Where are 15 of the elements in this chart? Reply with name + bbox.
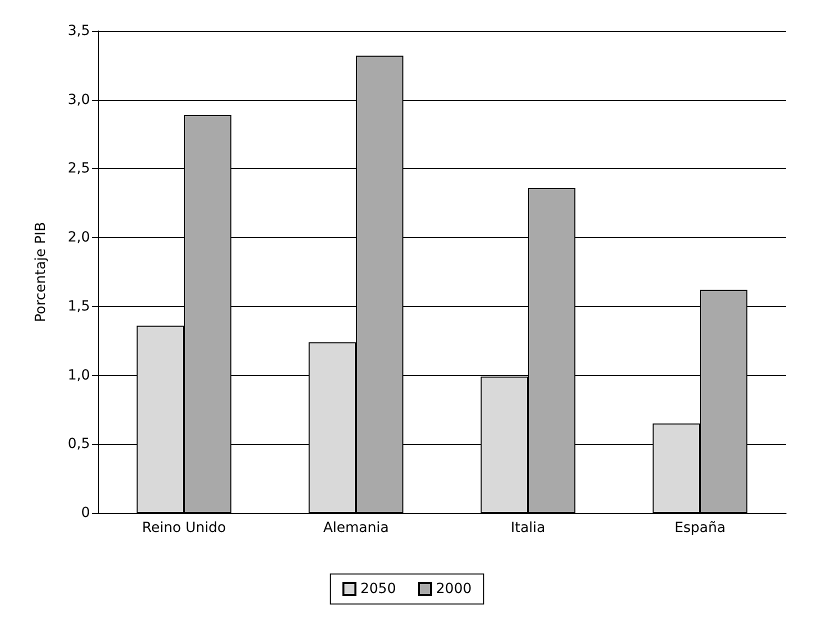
x-tick-label: Italia — [510, 520, 546, 536]
x-tick-label: España — [674, 520, 726, 536]
y-tick-label: 1,0 — [68, 367, 90, 384]
y-tick-label: 1,5 — [68, 298, 90, 314]
legend-label: 2050 — [360, 581, 396, 597]
y-axis-title: Porcentaje PIB — [33, 222, 49, 322]
legend-label: 2000 — [436, 581, 472, 597]
x-tick-label: Alemania — [323, 520, 389, 536]
x-tick-label: Reino Unido — [142, 520, 226, 536]
y-tick-label: 0,5 — [68, 436, 90, 452]
y-tick-label: 0 — [81, 505, 90, 521]
y-tick-label: 3,0 — [68, 92, 90, 108]
y-tick-label: 2,0 — [68, 230, 90, 246]
y-tick-label: 2,5 — [68, 160, 90, 177]
y-tick-label: 3,5 — [68, 23, 90, 39]
